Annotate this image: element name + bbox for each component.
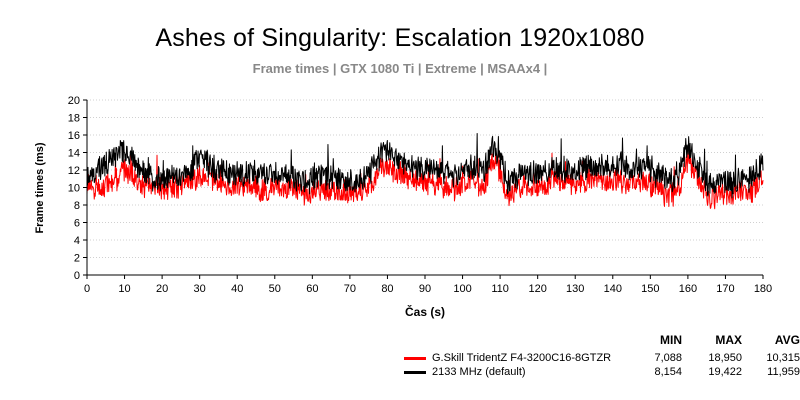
y-axis-label: Frame times (ms) [34, 142, 46, 233]
y-tick-label: 10 [68, 183, 80, 195]
legend-header-avg: AVG [774, 333, 800, 347]
x-tick-label: 180 [754, 283, 772, 295]
legend-avg-value: 10,315 [766, 352, 800, 364]
y-tick-label: 6 [74, 218, 80, 230]
y-tick-label: 12 [68, 165, 80, 177]
x-tick-label: 130 [566, 283, 584, 295]
series-line-0 [86, 149, 764, 210]
x-tick-label: 160 [679, 283, 697, 295]
x-tick-label: 70 [344, 283, 356, 295]
legend: MIN MAX AVG G.Skill TridentZ F4-3200C16-… [404, 333, 800, 379]
legend-series-name: 2133 MHz (default) [432, 366, 526, 378]
y-tick-label: 2 [74, 253, 80, 265]
x-tick-label: 40 [231, 283, 243, 295]
legend-series-name: G.Skill TridentZ F4-3200C16-8GTZR [432, 352, 612, 364]
x-tick-label: 10 [118, 283, 130, 295]
x-tick-label: 60 [306, 283, 318, 295]
y-tick-label: 18 [68, 113, 80, 125]
legend-header-max: MAX [715, 333, 742, 347]
y-tick-label: 14 [68, 148, 80, 160]
legend-avg-value: 11,959 [767, 366, 800, 378]
x-tick-label: 50 [269, 283, 281, 295]
x-tick-label: 80 [381, 283, 393, 295]
series-line-1 [86, 132, 764, 199]
legend-min-value: 8,154 [654, 366, 682, 378]
x-tick-label: 150 [641, 283, 659, 295]
x-tick-label: 140 [604, 283, 622, 295]
legend-swatch-black [404, 370, 426, 374]
chart-title: Ashes of Singularity: Escalation 1920x10… [155, 24, 645, 52]
legend-row: 2133 MHz (default) 8,154 19,422 11,959 [404, 365, 800, 379]
legend-swatch-red [404, 356, 426, 360]
series-layer [86, 132, 764, 210]
x-axis-label: Čas (s) [405, 304, 445, 319]
legend-min-value: 7,088 [654, 352, 682, 364]
legend-max-value: 18,950 [708, 352, 742, 364]
x-tick-label: 120 [528, 283, 546, 295]
x-tick-label: 90 [419, 283, 431, 295]
y-tick-label: 4 [74, 235, 80, 247]
x-tick-label: 100 [453, 283, 471, 295]
legend-max-value: 19,422 [708, 366, 742, 378]
axes: 0 2 4 6 8 10 12 14 16 18 20 0 10 20 30 40 50 60 70 80 90 100 1… [68, 95, 772, 295]
x-tick-label: 0 [84, 283, 90, 295]
y-tick-label: 0 [74, 270, 80, 282]
x-tick-label: 170 [716, 283, 734, 295]
legend-header-min: MIN [660, 333, 682, 347]
y-tick-label: 8 [74, 200, 80, 212]
chart-subtitle: Frame times | GTX 1080 Ti | Extreme | MS… [252, 61, 548, 76]
legend-row: G.Skill TridentZ F4-3200C16-8GTZR 7,088 … [404, 351, 800, 365]
x-tick-label: 20 [156, 283, 168, 295]
y-tick-label: 16 [68, 130, 80, 142]
x-tick-label: 110 [491, 283, 509, 295]
x-tick-label: 30 [194, 283, 206, 295]
y-tick-label: 20 [68, 95, 80, 107]
